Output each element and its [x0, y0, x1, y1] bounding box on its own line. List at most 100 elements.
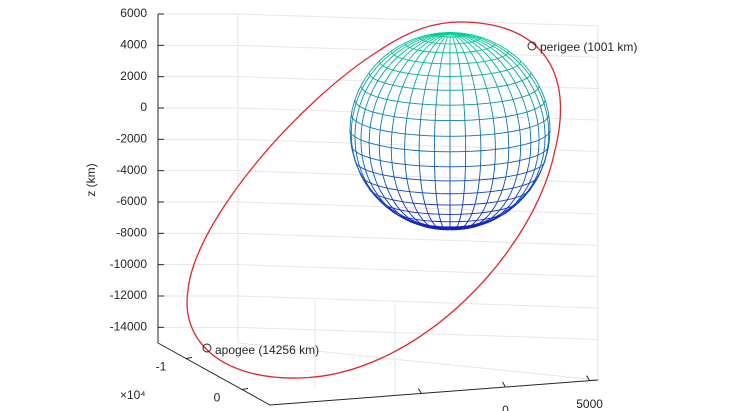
mesh-line [502, 75, 508, 86]
mesh-line [505, 116, 508, 128]
mesh-line [499, 131, 509, 134]
mesh-line [531, 86, 538, 97]
mesh-line [507, 126, 509, 138]
mesh-line [411, 38, 421, 44]
mesh-line [420, 109, 423, 120]
mesh-line [470, 34, 481, 39]
orbit [186, 21, 562, 379]
mesh-line [476, 215, 481, 221]
mesh-line [536, 96, 541, 107]
mesh-line [395, 200, 403, 203]
mesh-line [474, 88, 483, 90]
mesh-line [526, 77, 533, 88]
mesh-line [480, 164, 491, 167]
mesh-line [422, 54, 428, 63]
mesh-line [508, 202, 518, 210]
mesh-line [355, 93, 361, 104]
mesh-line [516, 57, 525, 66]
mesh-line [372, 94, 379, 98]
mesh-line [505, 114, 514, 118]
mesh-line [497, 58, 505, 67]
mesh-line [526, 162, 530, 173]
mesh-line [477, 103, 487, 105]
mesh-line [467, 63, 472, 72]
mesh-line [506, 191, 512, 201]
mesh-line [391, 126, 393, 138]
mesh-line [472, 50, 477, 53]
mesh-line [497, 85, 505, 88]
mesh-line [364, 75, 371, 85]
mesh-line [370, 75, 374, 79]
mesh-line [458, 63, 461, 72]
mesh-line [431, 220, 435, 226]
mesh-line [474, 89, 478, 100]
mesh-line [434, 180, 437, 190]
mesh-line [379, 81, 385, 84]
mesh-line [474, 40, 484, 47]
x-exponent: ×10⁴ [120, 388, 146, 402]
mesh-line [372, 101, 377, 113]
mesh-line [482, 45, 491, 53]
mesh-line [477, 39, 487, 46]
mesh-line [472, 204, 476, 211]
mesh-line [367, 77, 374, 88]
mesh-line [514, 104, 518, 115]
mesh-line [479, 60, 485, 63]
mesh-line [507, 204, 517, 212]
mesh-line [454, 34, 460, 39]
mesh-line [528, 122, 531, 133]
mesh-line [397, 189, 406, 192]
mesh-line [509, 197, 516, 206]
mesh-line [505, 167, 508, 178]
mesh-line [419, 170, 422, 180]
mesh-line [491, 107, 494, 119]
mesh-line [491, 212, 498, 219]
mesh-line [419, 34, 430, 39]
mesh-line [458, 216, 461, 222]
mesh-line [350, 140, 353, 151]
grid-line [237, 201, 599, 215]
mesh-line [492, 169, 495, 179]
mesh-line [510, 183, 516, 193]
mesh-line [370, 111, 374, 123]
mesh-line [417, 203, 426, 205]
mesh-line [437, 43, 441, 50]
mesh-line [351, 143, 354, 154]
mesh-line [360, 149, 364, 161]
mesh-line [515, 71, 523, 81]
mesh-line [428, 63, 433, 72]
mesh-line [497, 48, 507, 56]
mesh-line [529, 181, 536, 191]
mesh-line [410, 218, 416, 220]
z-tick-label: 2000 [120, 69, 147, 83]
mesh-line [351, 134, 356, 138]
mesh-line [409, 45, 418, 53]
mesh-line [457, 221, 460, 226]
mesh-line [540, 90, 546, 101]
mesh-line [356, 106, 360, 117]
mesh-line [480, 220, 491, 225]
mesh-line [476, 188, 479, 197]
grid [158, 13, 599, 340]
mesh-line [516, 185, 523, 188]
mesh-line [529, 75, 536, 85]
mesh-line [526, 75, 530, 79]
mesh-line [507, 160, 517, 164]
mesh-line [497, 176, 506, 179]
mesh-line [355, 121, 360, 124]
mesh-line [535, 83, 541, 94]
mesh-line [421, 224, 429, 229]
mesh-line [362, 159, 366, 170]
mesh-line [521, 80, 528, 91]
grid-line [237, 44, 599, 58]
mesh-line [457, 56, 460, 64]
mesh-line [543, 149, 547, 153]
mesh-line [362, 109, 366, 120]
mesh-line [503, 176, 507, 186]
mesh-line [420, 41, 429, 48]
mesh-line [439, 63, 442, 72]
mesh-line [464, 37, 473, 43]
mesh-line [359, 166, 364, 177]
mesh-line [383, 202, 391, 210]
mesh-line [431, 42, 437, 50]
